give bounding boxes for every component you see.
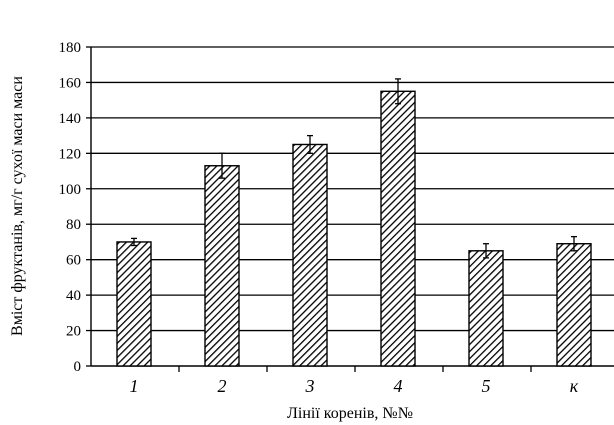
- y-tick-label: 0: [74, 359, 82, 375]
- bar: [380, 90, 416, 367]
- y-tick-label: 40: [66, 288, 81, 304]
- x-tick-label: 3: [305, 376, 315, 396]
- y-tick-label: 100: [59, 182, 82, 198]
- y-tick-label: 60: [66, 253, 81, 269]
- y-tick-label: 120: [59, 146, 82, 162]
- y-axis-title: Вміст фруктанів, мг/г сухої маси маси: [9, 76, 26, 336]
- x-axis-title: Лінії коренів, №№: [287, 405, 413, 422]
- x-tick-label: 2: [218, 376, 227, 396]
- bar: [556, 243, 592, 367]
- labels: 0 20 40 60 80 100 120 140 160 180 1 2 3 4 5 к: [59, 40, 579, 396]
- x-tick-label: к: [570, 376, 579, 396]
- y-tick-label: 160: [59, 75, 82, 91]
- bar: [292, 143, 328, 367]
- bar: [116, 241, 152, 367]
- bar: [468, 250, 504, 367]
- axes: [86, 46, 614, 372]
- y-tick-label: 180: [59, 40, 82, 56]
- y-tick-label: 140: [59, 111, 82, 127]
- x-tick-label: 5: [482, 376, 491, 396]
- y-tick-label: 80: [66, 217, 81, 233]
- bar: [204, 165, 240, 367]
- y-tick-label: 20: [66, 324, 81, 340]
- bars: [116, 78, 592, 367]
- x-tick-label: 1: [130, 376, 139, 396]
- gridlines: [91, 46, 614, 332]
- x-tick-label: 4: [394, 376, 403, 396]
